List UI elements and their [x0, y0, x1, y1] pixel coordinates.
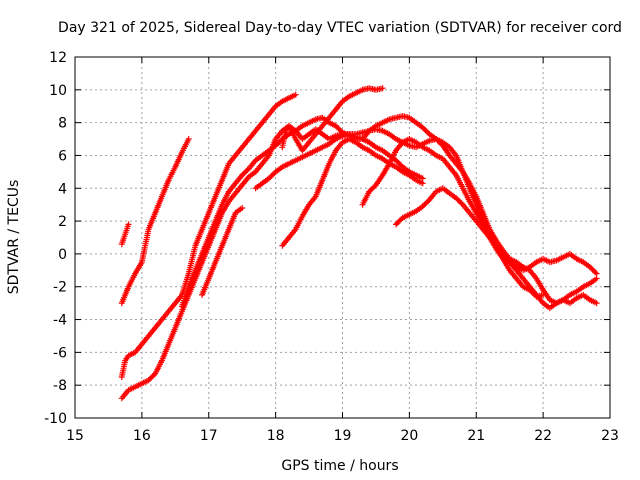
x-tick-label: 22: [534, 428, 552, 444]
series-markers: [393, 185, 600, 277]
y-tick-label: 4: [58, 181, 67, 197]
x-tick-label: 19: [334, 428, 352, 444]
y-tick-label: 0: [58, 247, 67, 263]
series-markers: [118, 91, 299, 380]
x-tick-label: 20: [400, 428, 418, 444]
y-tick-label: -2: [53, 280, 67, 296]
series-markers: [118, 136, 192, 307]
y-tick-label: 10: [49, 83, 67, 99]
x-tick-label: 18: [267, 428, 285, 444]
y-tick-label: -4: [53, 313, 67, 329]
y-tick-label: 12: [49, 50, 67, 66]
grid-layer: [75, 57, 610, 418]
chart-title: Day 321 of 2025, Sidereal Day-to-day VTE…: [58, 20, 622, 36]
series-markers: [199, 205, 246, 298]
x-axis-label: GPS time / hours: [281, 458, 398, 474]
x-tick-label: 21: [467, 428, 485, 444]
series-trace-9: [279, 136, 426, 249]
data-layer: [118, 85, 600, 402]
series-trace-11: [393, 185, 600, 277]
x-tick-label: 17: [200, 428, 218, 444]
x-tick-label: 16: [133, 428, 151, 444]
series-trace-3: [118, 91, 299, 380]
series-markers: [118, 221, 132, 248]
series-trace-1: [118, 221, 132, 248]
series-markers: [279, 85, 386, 154]
x-tick-label: 23: [601, 428, 619, 444]
x-tick-label: 15: [66, 428, 84, 444]
y-tick-label: -6: [53, 345, 67, 361]
series-trace-8: [279, 85, 386, 154]
tick-layer: 15 16 17 18 19 20 21 22 23 -10 -8 -6 -4 -2 0 2 4 6 8 10 12: [44, 50, 619, 444]
y-tick-label: 2: [58, 214, 67, 230]
y-tick-label: -8: [53, 378, 67, 394]
series-trace-10: [359, 136, 547, 300]
y-tick-label: -10: [44, 411, 67, 427]
y-tick-label: 6: [58, 148, 67, 164]
y-tick-label: 8: [58, 116, 67, 132]
series-markers: [359, 136, 547, 300]
series-trace-2: [118, 136, 192, 307]
y-axis-label: SDTVAR / TECUs: [6, 180, 22, 295]
series-trace-6: [199, 205, 246, 298]
series-markers: [279, 136, 426, 249]
